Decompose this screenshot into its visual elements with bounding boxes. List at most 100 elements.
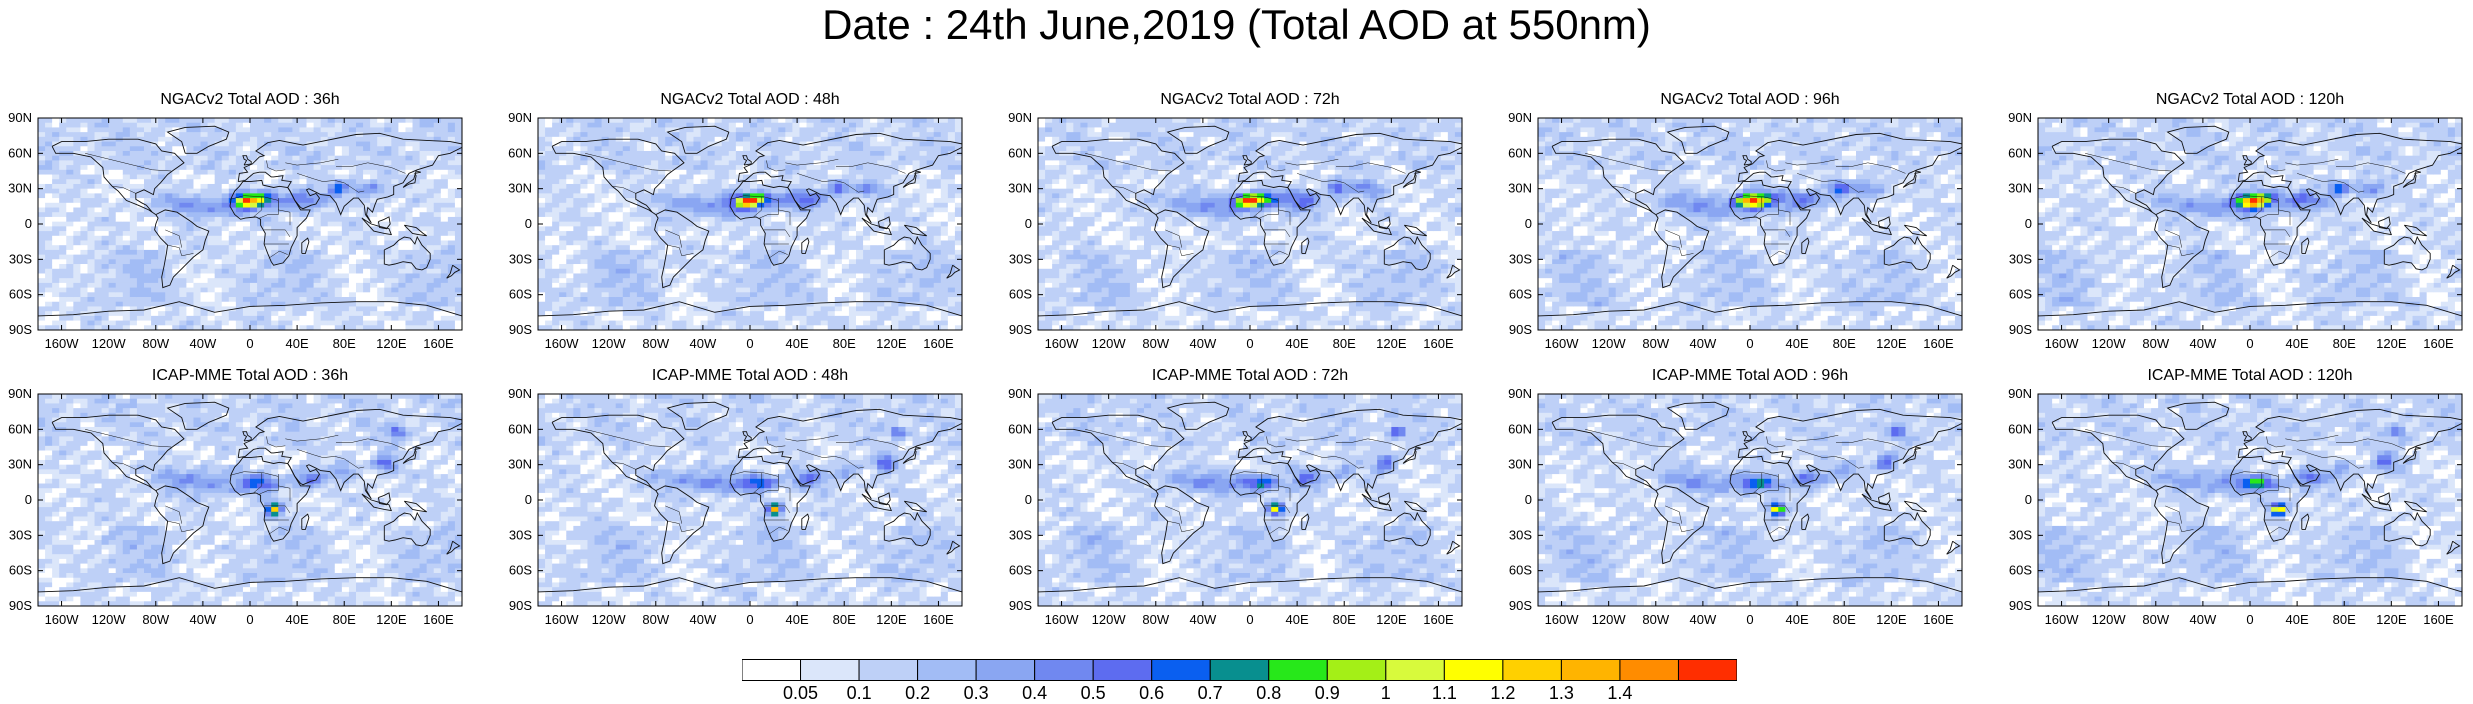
lat-tick-label: 30N <box>508 457 532 472</box>
lon-tick-label: 40W <box>2190 336 2217 351</box>
lon-tick-label: 0 <box>246 336 253 351</box>
lat-tick-label: 90N <box>8 110 32 125</box>
lon-tick-label: 80W <box>1642 336 1669 351</box>
lat-tick-label: 90N <box>1008 386 1032 401</box>
lon-tick-label: 40W <box>2190 612 2217 627</box>
lat-tick-label: 30N <box>8 457 32 472</box>
lon-tick-label: 80W <box>142 612 169 627</box>
lat-tick-label: 0 <box>1025 492 1032 507</box>
lat-tick-label: 60S <box>9 563 32 578</box>
lat-tick-label: 60S <box>509 287 532 302</box>
lon-tick-label: 80E <box>333 336 356 351</box>
lon-tick-label: 120E <box>1376 336 1407 351</box>
aod-colorbar <box>742 659 1737 681</box>
colorbar-swatch <box>1269 660 1328 681</box>
lat-tick-label: 60S <box>1009 287 1032 302</box>
lat-tick-label: 30N <box>1508 181 1532 196</box>
lon-tick-label: 160E <box>1423 612 1454 627</box>
lon-tick-label: 80W <box>642 336 669 351</box>
lat-tick-label: 90N <box>508 110 532 125</box>
lon-tick-label: 40W <box>190 336 217 351</box>
aod-field <box>1038 394 1462 606</box>
lon-tick-label: 120E <box>376 612 407 627</box>
lon-tick-label: 120W <box>1092 612 1127 627</box>
lon-tick-label: 40W <box>1690 612 1717 627</box>
lon-tick-label: 160W <box>545 612 580 627</box>
aod-field <box>38 394 462 606</box>
lat-tick-label: 30S <box>2009 251 2032 266</box>
lat-tick-label: 60N <box>1008 421 1032 436</box>
lat-tick-label: 30N <box>2008 181 2032 196</box>
lon-tick-label: 120W <box>592 612 627 627</box>
lon-tick-label: 120E <box>2376 612 2407 627</box>
figure-title: Date : 24th June,2019 (Total AOD at 550n… <box>0 0 2473 50</box>
lat-tick-label: 0 <box>525 216 532 231</box>
lon-tick-label: 0 <box>1746 336 1753 351</box>
lon-tick-label: 160W <box>545 336 580 351</box>
lon-tick-label: 120W <box>2092 612 2127 627</box>
colorbar-swatch <box>1444 660 1503 681</box>
lat-tick-label: 90N <box>8 386 32 401</box>
lon-tick-label: 40E <box>286 612 309 627</box>
lon-tick-label: 80W <box>1142 336 1169 351</box>
colorbar-swatch <box>1386 660 1445 681</box>
lon-tick-label: 160E <box>923 612 954 627</box>
lon-tick-label: 80E <box>1833 336 1856 351</box>
colorbar-swatch <box>1327 660 1386 681</box>
lon-tick-label: 0 <box>1746 612 1753 627</box>
colorbar-swatch <box>1678 660 1737 681</box>
lat-tick-label: 60N <box>2008 421 2032 436</box>
lon-tick-label: 80E <box>1333 336 1356 351</box>
lon-tick-label: 80W <box>642 612 669 627</box>
colorbar-swatch <box>1210 660 1269 681</box>
lon-tick-label: 40E <box>286 336 309 351</box>
lat-tick-label: 60N <box>1508 145 1532 160</box>
lat-tick-label: 30S <box>2009 527 2032 542</box>
lon-tick-label: 120W <box>1092 336 1127 351</box>
lon-tick-label: 40E <box>1786 612 1809 627</box>
lon-tick-label: 0 <box>2246 612 2253 627</box>
lat-tick-label: 30N <box>508 181 532 196</box>
colorbar-swatch <box>801 660 860 681</box>
lat-tick-label: 30S <box>1509 251 1532 266</box>
colorbar-swatch <box>859 660 918 681</box>
lon-tick-label: 160E <box>1923 336 1954 351</box>
lon-tick-label: 80E <box>2333 612 2356 627</box>
lon-tick-label: 120E <box>376 336 407 351</box>
lon-tick-label: 120E <box>1876 336 1907 351</box>
aod-field <box>1038 118 1462 330</box>
lon-tick-label: 160E <box>2423 612 2454 627</box>
lat-tick-label: 0 <box>25 216 32 231</box>
lat-tick-label: 90S <box>1009 322 1032 337</box>
lon-tick-label: 0 <box>1246 336 1253 351</box>
lon-tick-label: 160E <box>923 336 954 351</box>
lat-tick-label: 60S <box>2009 563 2032 578</box>
lat-tick-label: 60S <box>1509 287 1532 302</box>
colorbar-swatch <box>1620 660 1679 681</box>
colorbar-swatch <box>1035 660 1094 681</box>
lon-tick-label: 40E <box>2286 612 2309 627</box>
aod-field <box>1538 394 1962 606</box>
lon-tick-label: 40E <box>786 612 809 627</box>
aod-field <box>38 118 462 330</box>
lon-tick-label: 160E <box>2423 336 2454 351</box>
lon-tick-label: 80W <box>1642 612 1669 627</box>
colorbar-swatch <box>976 660 1035 681</box>
lat-tick-label: 0 <box>25 492 32 507</box>
aod-field <box>2038 394 2462 606</box>
lon-tick-label: 40E <box>1286 336 1309 351</box>
lat-tick-label: 60S <box>1009 563 1032 578</box>
lat-tick-label: 90S <box>9 598 32 613</box>
lat-tick-label: 30N <box>1508 457 1532 472</box>
lon-tick-label: 0 <box>246 612 253 627</box>
colorbar-swatch <box>1152 660 1211 681</box>
lon-tick-label: 120E <box>2376 336 2407 351</box>
lat-tick-label: 30S <box>9 527 32 542</box>
